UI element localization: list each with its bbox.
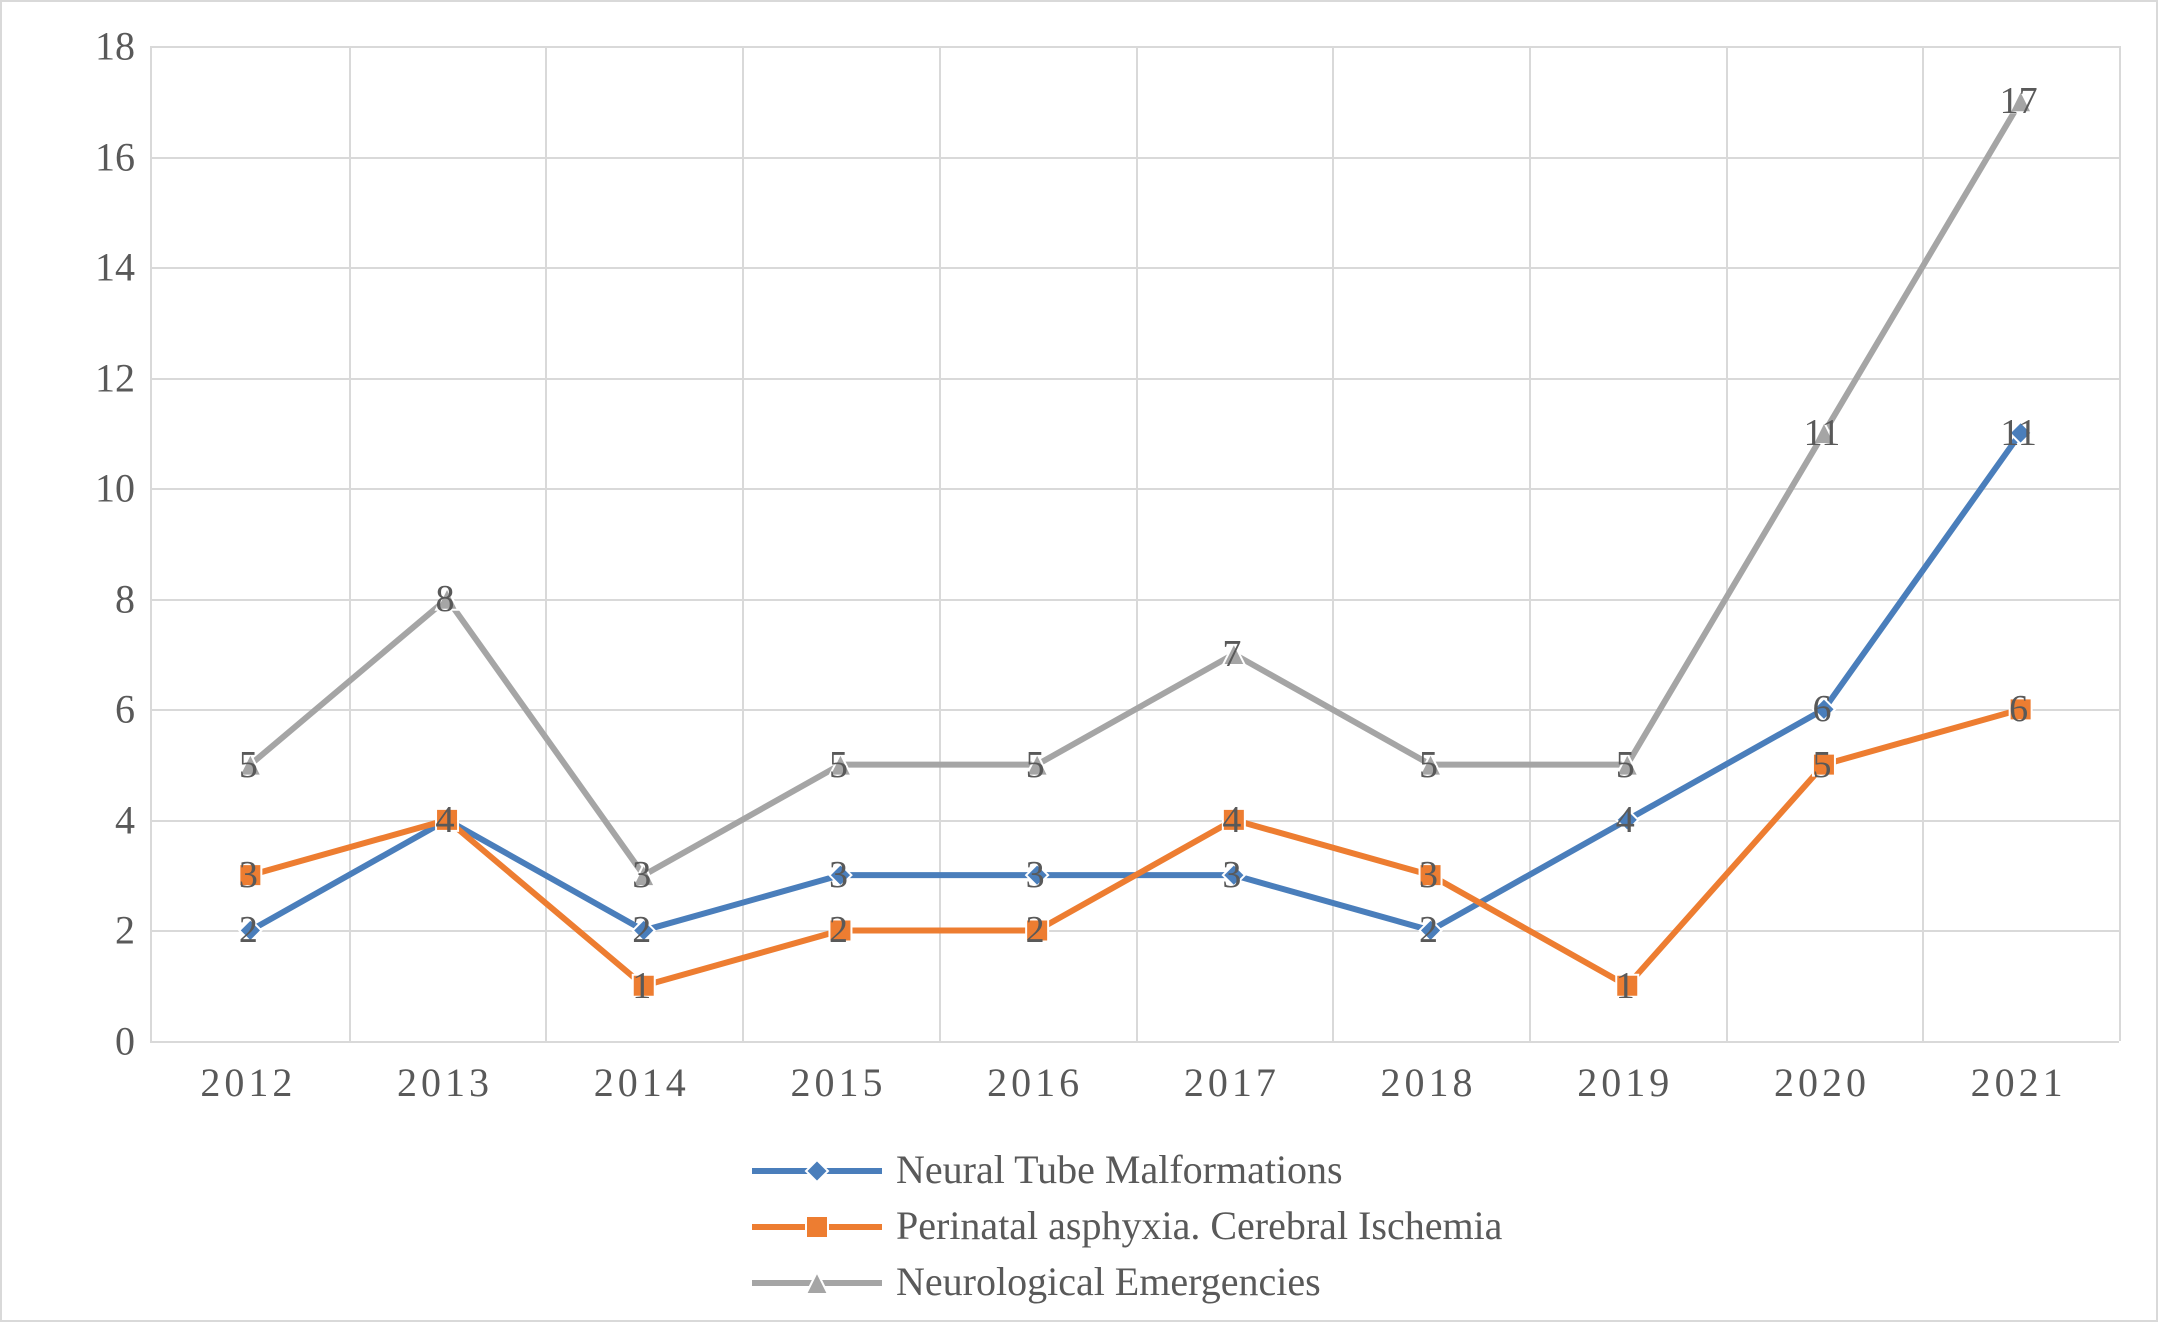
legend-item-neu: Neurological Emergencies xyxy=(752,1254,1502,1310)
x-tick-label: 2015 xyxy=(738,1059,938,1106)
data-label-ntm: 3 xyxy=(829,853,848,897)
data-label-neu: 5 xyxy=(239,743,258,787)
data-label-neu: 5 xyxy=(1026,743,1045,787)
y-tick-label: 12 xyxy=(50,354,135,401)
legend-label: Perinatal asphyxia. Cerebral Ischemia xyxy=(896,1198,1502,1254)
data-label-neu: 3 xyxy=(632,853,651,897)
legend-swatch-ntm xyxy=(752,1150,882,1190)
chart-svg-layer xyxy=(152,46,2119,1041)
x-tick-label: 2013 xyxy=(345,1059,545,1106)
data-label-pai: 3 xyxy=(239,853,258,897)
x-tick-label: 2020 xyxy=(1722,1059,1922,1106)
data-label-pai: 4 xyxy=(1222,798,1241,842)
y-tick-label: 18 xyxy=(50,23,135,70)
plot-area xyxy=(150,46,2119,1043)
data-label-neu: 11 xyxy=(1804,411,1841,455)
data-label-pai: 3 xyxy=(1419,853,1438,897)
data-label-pai: 5 xyxy=(1812,743,1831,787)
y-tick-label: 6 xyxy=(50,686,135,733)
x-gridline xyxy=(2119,46,2121,1041)
data-label-ntm: 3 xyxy=(1026,853,1045,897)
y-tick-label: 14 xyxy=(50,244,135,291)
x-tick-label: 2014 xyxy=(542,1059,742,1106)
legend-swatch-pai xyxy=(752,1206,882,1246)
data-label-ntm: 11 xyxy=(2000,411,2037,455)
x-tick-label: 2016 xyxy=(935,1059,1135,1106)
data-label-ntm: 2 xyxy=(239,908,258,952)
y-tick-label: 0 xyxy=(50,1018,135,1065)
data-label-neu: 5 xyxy=(1616,743,1635,787)
legend-item-ntm: Neural Tube Malformations xyxy=(752,1142,1502,1198)
data-label-ntm: 3 xyxy=(1222,853,1241,897)
data-label-pai: 1 xyxy=(632,964,651,1008)
data-label-neu: 5 xyxy=(1419,743,1438,787)
data-label-pai: 6 xyxy=(2009,687,2028,731)
legend-label: Neural Tube Malformations xyxy=(896,1142,1343,1198)
x-tick-label: 2017 xyxy=(1132,1059,1332,1106)
data-label-ntm: 2 xyxy=(632,908,651,952)
data-label-ntm: 4 xyxy=(1616,798,1635,842)
y-tick-label: 8 xyxy=(50,575,135,622)
x-tick-label: 2012 xyxy=(148,1059,348,1106)
y-tick-label: 4 xyxy=(50,796,135,843)
x-tick-label: 2019 xyxy=(1525,1059,1725,1106)
series-line-neu xyxy=(250,101,2020,875)
y-tick-label: 10 xyxy=(50,465,135,512)
x-tick-label: 2018 xyxy=(1329,1059,1529,1106)
data-label-neu: 5 xyxy=(829,743,848,787)
data-label-pai: 1 xyxy=(1616,964,1635,1008)
legend-swatch-neu xyxy=(752,1262,882,1302)
data-label-neu: 8 xyxy=(436,577,455,621)
legend-item-pai: Perinatal asphyxia. Cerebral Ischemia xyxy=(752,1198,1502,1254)
data-label-pai: 4 xyxy=(436,798,455,842)
data-label-neu: 7 xyxy=(1222,632,1241,676)
chart-legend: Neural Tube MalformationsPerinatal asphy… xyxy=(752,1142,1502,1310)
series-line-ntm xyxy=(250,433,2020,931)
data-label-ntm: 6 xyxy=(1812,687,1831,731)
legend-label: Neurological Emergencies xyxy=(896,1254,1321,1310)
y-tick-label: 16 xyxy=(50,133,135,180)
y-tick-label: 2 xyxy=(50,907,135,954)
data-label-neu: 17 xyxy=(2000,79,2038,123)
data-label-pai: 2 xyxy=(829,908,848,952)
data-label-ntm: 2 xyxy=(1419,908,1438,952)
x-tick-label: 2021 xyxy=(1919,1059,2119,1106)
data-label-pai: 2 xyxy=(1026,908,1045,952)
line-chart: 0246810121416182012201320142015201620172… xyxy=(0,0,2158,1322)
